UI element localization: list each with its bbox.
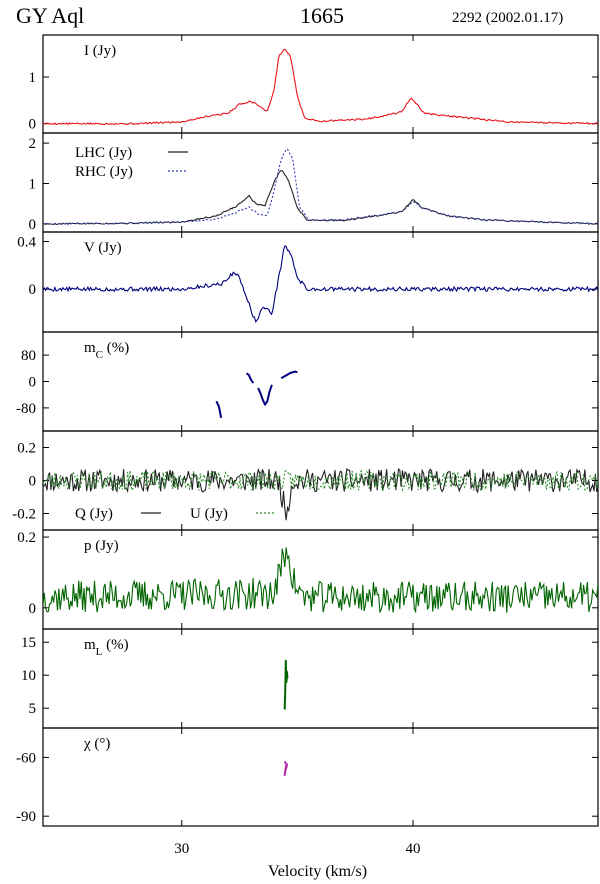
panel-mL: 15 10 5 mL (%) (21, 628, 599, 729)
y-tick-label: 80 (21, 348, 36, 364)
x-tick-label: 40 (406, 841, 421, 857)
segment-mC-1 (245, 372, 255, 384)
legend-label-LR-0: LHC (Jy) (75, 145, 132, 161)
segment-mC-2 (257, 384, 273, 406)
series-line-QU-1 (43, 469, 598, 492)
y-tick-label: 0.2 (17, 530, 36, 546)
y-tick-label: 0 (29, 117, 37, 133)
panel-QU: 0.2 0 -0.2 Q (Jy) U (Jy) (12, 430, 599, 531)
y-tick-label: 1 (29, 70, 37, 86)
panel-label-mC: mC (%) (84, 340, 129, 361)
panel-stack: 0 1 I (Jy) 0 1 2 LHC (Jy) RHC (Jy) 0 0.4 V (Jy) 80 0… (12, 34, 599, 857)
y-tick-label: -90 (16, 809, 36, 825)
y-tick-label: 0 (29, 282, 37, 298)
panel-label-I: I (Jy) (84, 43, 116, 59)
y-tick-label: 2 (29, 136, 37, 152)
y-tick-label: 10 (21, 668, 36, 684)
series-line-I-0 (43, 48, 598, 126)
series-line-V-0 (43, 245, 598, 324)
panel-label-V: V (Jy) (84, 240, 122, 256)
x-axis-label: Velocity (km/s) (268, 863, 367, 880)
series-line-p-0 (43, 547, 598, 614)
x-tick-label: 30 (174, 841, 189, 857)
panel-label-chi: χ (°) (83, 736, 110, 752)
segment-mC-0 (215, 400, 223, 418)
panel-label-mL: mL (%) (84, 637, 129, 658)
legend-label-QU-1: U (Jy) (190, 506, 228, 522)
legend-label-LR-1: RHC (Jy) (75, 164, 133, 180)
y-tick-label: 5 (29, 701, 37, 717)
y-tick-label: 0.2 (17, 441, 36, 457)
panel-p: 0.2 0 p (Jy) (17, 529, 599, 630)
series-line-QU-0 (43, 467, 598, 521)
y-tick-label: -60 (16, 750, 36, 766)
y-tick-label: -80 (16, 401, 36, 417)
panel-V: 0 0.4 V (Jy) (17, 231, 599, 333)
panel-frame (42, 529, 599, 630)
panel-chi: -60 -90 χ (°) (16, 727, 599, 827)
panel-LR: 0 1 2 LHC (Jy) RHC (Jy) (29, 132, 599, 233)
panel-I: 0 1 I (Jy) (29, 34, 599, 134)
y-tick-label: 0 (29, 375, 37, 391)
segment-chi-0 (283, 760, 288, 776)
header-line: 1665 (300, 3, 344, 28)
panel-mC: 80 0 -80 mC (%) (16, 331, 599, 432)
segment-mC-3 (280, 370, 298, 380)
y-tick-label: 0 (29, 601, 37, 617)
y-tick-label: 0 (29, 217, 37, 233)
segment-mL-0 (283, 659, 289, 710)
y-tick-label: 1 (29, 177, 37, 193)
y-tick-label: -0.2 (12, 507, 36, 523)
legend-label-QU-0: Q (Jy) (75, 506, 113, 522)
panel-frame (42, 727, 599, 827)
header-epoch: 2292 (2002.01.17) (452, 10, 563, 26)
y-tick-label: 0 (29, 474, 37, 490)
panel-label-p: p (Jy) (84, 538, 119, 554)
y-tick-label: 0.4 (17, 235, 36, 251)
panel-frame (42, 231, 599, 333)
panel-frame (42, 34, 599, 134)
y-tick-label: 15 (21, 635, 36, 651)
header-star: GY Aql (16, 3, 84, 28)
series-line-LR-1 (43, 148, 598, 226)
